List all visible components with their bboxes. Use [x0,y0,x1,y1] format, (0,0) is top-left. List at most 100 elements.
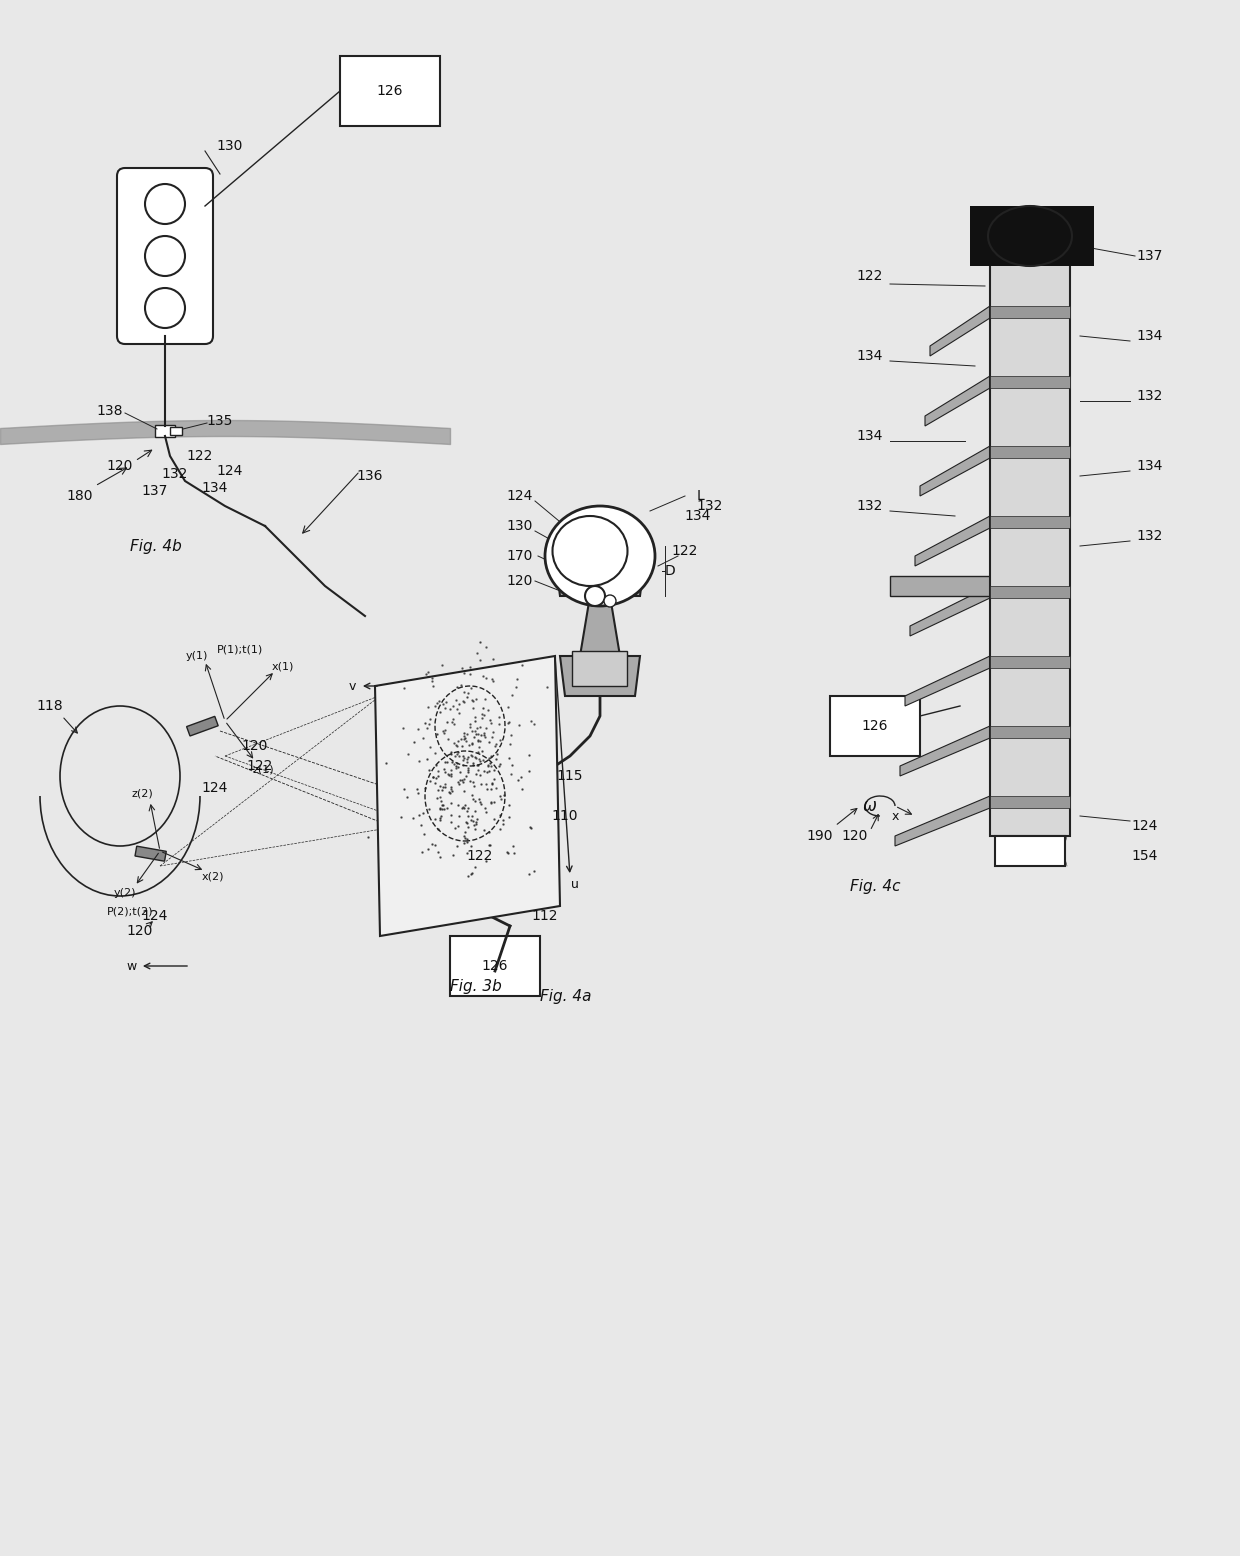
Bar [990,587,1070,598]
Text: y(1): y(1) [186,650,208,661]
Text: z(2): z(2) [131,787,153,798]
Text: 132: 132 [697,499,723,513]
Text: 120: 120 [107,459,133,473]
Text: 137: 137 [1137,249,1163,263]
Text: z(1): z(1) [252,764,274,773]
Polygon shape [920,447,990,496]
Text: 132: 132 [1137,389,1163,403]
Bar [155,425,175,437]
Bar [970,205,1094,266]
Text: 120: 120 [507,574,533,588]
Bar [990,237,1070,836]
Bar [830,696,920,756]
Text: v: v [348,680,356,692]
Text: 120: 120 [842,829,868,843]
Text: 115: 115 [557,769,583,783]
Circle shape [585,587,605,605]
Bar [990,727,1070,738]
Circle shape [145,237,185,275]
Text: 134: 134 [1137,328,1163,342]
Bar [340,56,440,126]
Polygon shape [374,657,560,937]
Text: P(2);t(2): P(2);t(2) [107,906,154,916]
Bar [990,797,1070,808]
Text: 122: 122 [247,759,273,773]
Text: 124: 124 [141,909,169,923]
Circle shape [604,594,616,607]
Polygon shape [560,596,640,696]
Ellipse shape [553,517,627,587]
Polygon shape [930,307,990,356]
Text: u: u [572,878,579,890]
Bar [572,650,627,686]
Ellipse shape [988,205,1073,266]
Text: 122: 122 [466,850,494,864]
Bar [990,377,1070,387]
FancyBboxPatch shape [117,168,213,344]
Text: 122: 122 [857,269,883,283]
Text: 118: 118 [37,699,63,713]
Polygon shape [925,377,990,426]
Text: 126: 126 [862,719,888,733]
Polygon shape [895,797,990,846]
Text: 112: 112 [532,909,558,923]
Polygon shape [900,727,990,776]
Text: Fig. 4a: Fig. 4a [539,988,591,1004]
Text: 134: 134 [857,349,883,363]
Bar [990,307,1070,317]
Text: x(1): x(1) [272,661,294,671]
Text: x(2): x(2) [202,871,224,881]
Text: 124: 124 [202,781,228,795]
Bar [990,657,1070,668]
Polygon shape [556,555,645,596]
Text: 124: 124 [1132,818,1158,832]
Text: 190: 190 [807,829,833,843]
Ellipse shape [546,506,655,605]
Text: Fig. 4c: Fig. 4c [849,879,900,893]
Text: 154: 154 [1132,850,1158,864]
Text: w: w [126,960,138,972]
Text: Fig. 4b: Fig. 4b [130,538,182,554]
Text: 110: 110 [552,809,578,823]
Text: 126: 126 [377,84,403,98]
Text: 137: 137 [141,484,169,498]
Text: 134: 134 [684,509,712,523]
Text: 122: 122 [187,450,213,464]
Text: P(1);t(1): P(1);t(1) [217,644,263,654]
Text: 130: 130 [217,138,243,152]
Text: 132: 132 [857,499,883,513]
Text: 138: 138 [97,405,123,419]
Bar [994,836,1065,867]
Bar [186,716,218,736]
Bar [990,447,1070,457]
Text: 135: 135 [207,414,233,428]
Text: 124: 124 [217,464,243,478]
Text: 120: 120 [126,924,154,938]
Text: $\omega$: $\omega$ [862,797,878,815]
Polygon shape [890,576,990,596]
Polygon shape [905,657,990,706]
Text: 170: 170 [507,549,533,563]
Circle shape [145,184,185,224]
Text: 134: 134 [857,429,883,443]
Text: 134: 134 [202,481,228,495]
Polygon shape [915,517,990,566]
Text: 120: 120 [242,739,268,753]
Bar [450,937,539,996]
Text: 130: 130 [507,520,533,534]
Text: L: L [696,489,704,503]
Text: 132: 132 [161,467,188,481]
Text: 136: 136 [357,468,383,482]
Bar [135,846,166,860]
Polygon shape [910,587,990,636]
Bar [170,426,182,436]
Text: 132: 132 [1137,529,1163,543]
Circle shape [145,288,185,328]
Text: x: x [892,809,899,823]
Text: D: D [665,563,676,577]
Bar [990,517,1070,527]
Text: Fig. 3b: Fig. 3b [450,979,502,993]
Text: 126: 126 [482,958,508,972]
Text: 134: 134 [1137,459,1163,473]
Text: 180: 180 [67,489,93,503]
